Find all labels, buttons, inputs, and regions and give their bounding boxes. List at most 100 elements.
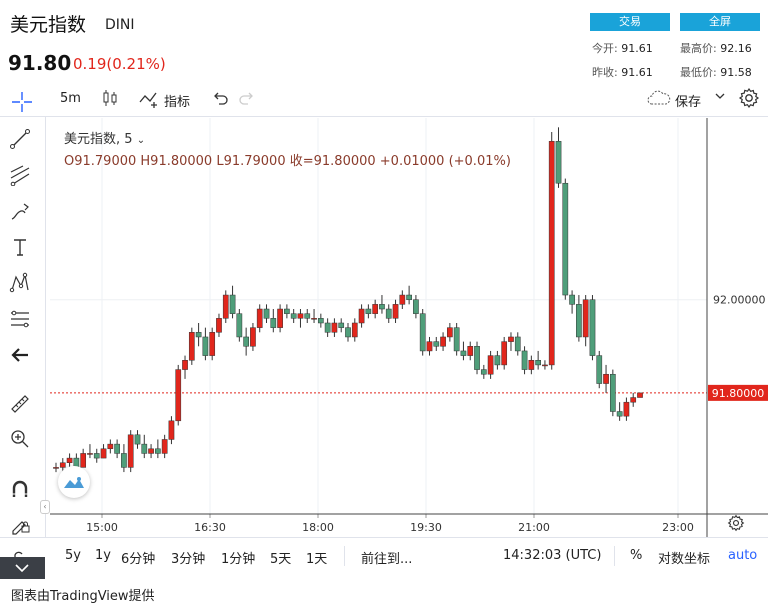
legend-symbol[interactable]: 美元指数, 5 ⌄ <box>64 128 145 147</box>
candle-body <box>426 341 433 352</box>
fullscreen-button[interactable]: 全屏 <box>680 13 760 31</box>
candle <box>155 439 161 459</box>
candle <box>467 341 474 361</box>
candle-body <box>141 443 148 454</box>
x-tick-label: 18:00 <box>302 521 334 534</box>
stat-prev-close-label: 昨收: <box>592 66 618 79</box>
candle-body <box>284 308 290 314</box>
tradingview-credit[interactable]: 图表由TradingView提供 <box>11 589 155 604</box>
log-scale-toggle[interactable]: 对数坐标 <box>658 552 711 567</box>
candle <box>93 448 100 463</box>
candle-body <box>467 346 474 356</box>
auto-scale-toggle[interactable]: auto <box>728 548 758 563</box>
trade-button[interactable]: 交易 <box>590 13 670 31</box>
candle-body <box>290 313 297 319</box>
candle-body <box>596 355 603 384</box>
interval-selector[interactable]: 5m <box>60 91 81 106</box>
stat-open-value: 91.61 <box>621 42 653 55</box>
axis-settings-icon[interactable] <box>727 514 745 536</box>
hide-toolbar-toggle[interactable]: ‹ <box>40 500 50 514</box>
candle-body <box>413 299 419 314</box>
range-1y[interactable]: 1y <box>95 548 111 563</box>
candle <box>121 444 127 473</box>
zoom-in-icon[interactable] <box>7 426 33 452</box>
candle <box>542 360 548 370</box>
x-tick-label: 23:00 <box>662 521 694 534</box>
candle-body <box>100 448 107 459</box>
collapse-panel-button[interactable] <box>0 557 45 579</box>
indicators-icon[interactable] <box>138 88 160 110</box>
utc-clock[interactable]: 14:32:03 (UTC) <box>503 548 602 563</box>
candle <box>562 178 569 300</box>
candle <box>168 416 175 445</box>
candle <box>256 304 263 333</box>
lock-drawing-icon[interactable] <box>7 511 33 537</box>
text-tool-icon[interactable] <box>7 234 33 260</box>
candle <box>379 295 385 314</box>
brush-icon[interactable] <box>7 198 33 224</box>
candle <box>188 327 195 365</box>
candle-type-icon[interactable] <box>100 88 120 108</box>
instrument-title: 美元指数 <box>10 14 87 36</box>
candle-body <box>508 336 514 342</box>
candle <box>603 364 609 393</box>
legend-chevron-icon[interactable]: ⌄ <box>136 135 146 146</box>
candle <box>399 290 406 310</box>
candle <box>148 444 154 459</box>
candle <box>385 304 392 323</box>
candle <box>501 336 508 370</box>
settings-gear-icon[interactable] <box>738 87 760 109</box>
candle <box>351 318 358 342</box>
candle <box>447 322 453 342</box>
trend-line-icon[interactable] <box>7 126 33 152</box>
candle-body <box>630 397 637 403</box>
candle-body <box>53 467 59 469</box>
indicators-button[interactable]: 指标 <box>164 95 191 110</box>
candle-body <box>216 318 222 333</box>
candle <box>229 285 236 319</box>
magnet-icon[interactable] <box>7 476 33 502</box>
ruler-icon[interactable] <box>7 391 33 417</box>
pattern-tool-icon[interactable] <box>7 270 33 296</box>
candle <box>345 322 351 342</box>
legend-ohlc: O91.79000 H91.80000 L91.79000 收=91.80000… <box>64 154 511 169</box>
crosshair-tool-icon[interactable] <box>10 90 34 114</box>
range-3min[interactable]: 3分钟 <box>171 552 206 567</box>
candle-body <box>148 448 154 454</box>
fib-tool-icon[interactable] <box>7 162 33 188</box>
redo-icon[interactable] <box>238 89 256 107</box>
range-5y[interactable]: 5y <box>65 548 81 563</box>
chevron-down-icon[interactable] <box>713 89 727 103</box>
cloud-icon[interactable] <box>646 88 672 108</box>
prediction-tool-icon[interactable] <box>7 306 33 332</box>
candle <box>236 309 243 342</box>
percent-scale-toggle[interactable]: % <box>630 548 643 563</box>
candle-body <box>474 346 480 370</box>
range-5d[interactable]: 5天 <box>270 552 292 567</box>
candle-body <box>379 304 385 310</box>
candle-body <box>589 299 596 356</box>
candle <box>263 304 270 323</box>
candle <box>141 434 148 459</box>
candle-body <box>270 318 277 328</box>
tradingview-logo-icon[interactable] <box>58 466 90 498</box>
save-button[interactable]: 保存 <box>675 95 702 110</box>
goto-date-button[interactable]: 前往到... <box>361 552 413 567</box>
candle <box>202 327 209 361</box>
candle <box>311 309 317 323</box>
candle <box>365 304 372 319</box>
bottom-separator <box>344 546 345 566</box>
range-1d[interactable]: 1天 <box>306 552 328 567</box>
candle <box>474 341 480 375</box>
candle-body <box>453 327 460 352</box>
back-arrow-icon[interactable] <box>7 342 33 368</box>
candle <box>521 346 528 375</box>
price-chart[interactable]: 15:00 16:30 18:00 19:30 21:00 23:00 92.00000 9… <box>50 118 768 537</box>
undo-icon[interactable] <box>211 89 229 107</box>
candle-body <box>494 355 501 366</box>
candle-body <box>555 141 562 184</box>
candle <box>114 439 120 459</box>
range-6min[interactable]: 6分钟 <box>121 552 156 567</box>
last-price-label: 91.80000 <box>712 387 765 400</box>
range-1min[interactable]: 1分钟 <box>221 552 256 567</box>
